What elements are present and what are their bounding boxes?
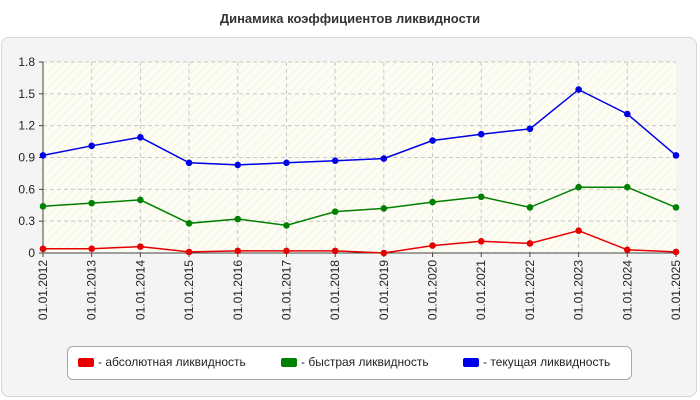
legend-swatch-absolute: [78, 357, 94, 367]
data-point-1: [234, 215, 242, 223]
legend-item-absolute: - абсолютная ликвидность: [78, 355, 246, 369]
legend-item-current: - текущая ликвидность: [463, 355, 610, 369]
data-point-1: [477, 193, 485, 201]
data-point-0: [429, 242, 436, 249]
data-point-1: [88, 199, 95, 207]
data-point-2: [672, 152, 680, 159]
data-point-2: [575, 86, 582, 93]
x-tick-label: 01.01.2017: [279, 260, 293, 320]
legend-label-quick: - быстрая ликвидность: [301, 355, 429, 369]
data-point-0: [624, 246, 631, 254]
chart-title: Динамика коэффициентов ликвидности: [219, 11, 481, 26]
data-point-2: [88, 142, 95, 150]
x-tick-label: 01.01.2022: [523, 260, 537, 320]
data-point-2: [283, 159, 290, 167]
data-point-0: [477, 238, 485, 245]
y-tick-label: 1.2: [18, 119, 35, 133]
data-point-1: [672, 204, 680, 211]
data-point-1: [526, 204, 534, 211]
x-tick-label: 01.01.2012: [36, 260, 50, 320]
x-tick-label: 01.01.2018: [328, 260, 342, 320]
data-point-2: [39, 152, 47, 159]
data-point-1: [429, 198, 436, 206]
data-point-0: [672, 248, 680, 256]
legend: - абсолютная ликвидность - быстрая ликви…: [67, 346, 632, 380]
x-tick-label: 01.01.2016: [231, 260, 245, 320]
data-point-0: [380, 249, 388, 257]
data-point-2: [624, 110, 631, 118]
y-tick-label: 0.9: [18, 151, 35, 165]
data-point-0: [283, 247, 290, 255]
data-point-1: [624, 183, 631, 191]
series-line-2: [42, 88, 677, 166]
x-tick-label: 01.01.2015: [182, 260, 196, 320]
data-point-1: [283, 222, 290, 229]
legend-label-absolute: - абсолютная ликвидность: [98, 355, 246, 369]
legend-swatch-quick: [281, 357, 297, 367]
legend-item-quick: - быстрая ликвидность: [281, 355, 429, 369]
x-tick-label: 01.01.2024: [620, 260, 634, 320]
legend-swatch-current: [463, 357, 479, 367]
data-point-1: [380, 205, 388, 212]
series-line-1: [42, 186, 677, 227]
y-tick-label: 0.3: [18, 214, 35, 228]
data-point-2: [234, 161, 242, 169]
data-point-2: [185, 159, 193, 167]
legend-label-current: - текущая ликвидность: [483, 355, 611, 369]
data-point-2: [331, 157, 339, 164]
data-point-0: [185, 248, 193, 256]
x-tick-label: 01.01.2014: [133, 260, 147, 320]
data-point-0: [137, 243, 144, 250]
data-point-2: [477, 130, 485, 138]
y-tick-label: 0: [28, 246, 35, 260]
x-tick-label: 01.01.2021: [474, 260, 488, 320]
y-tick-label: 0.6: [18, 182, 35, 196]
series-line-0: [43, 229, 677, 254]
data-point-1: [39, 203, 47, 210]
y-tick-label: 1.8: [18, 55, 35, 69]
data-point-0: [234, 247, 242, 255]
data-point-0: [575, 227, 582, 235]
data-point-2: [137, 134, 144, 141]
data-point-0: [88, 245, 95, 253]
data-point-1: [185, 219, 193, 227]
data-point-2: [380, 155, 388, 162]
data-point-0: [526, 240, 534, 247]
x-tick-label: 01.01.2025: [669, 260, 683, 320]
data-point-0: [39, 245, 47, 253]
x-tick-label: 01.01.2019: [377, 260, 391, 320]
data-point-1: [331, 208, 339, 215]
x-tick-label: 01.01.2013: [85, 260, 99, 320]
x-tick-label: 01.01.2020: [426, 260, 440, 320]
data-point-1: [575, 183, 582, 191]
x-tick-label: 01.01.2023: [572, 260, 586, 320]
data-point-2: [526, 125, 534, 133]
data-point-0: [331, 247, 339, 255]
data-point-2: [429, 137, 436, 144]
data-point-1: [137, 196, 144, 204]
y-tick-label: 1.5: [18, 87, 35, 101]
